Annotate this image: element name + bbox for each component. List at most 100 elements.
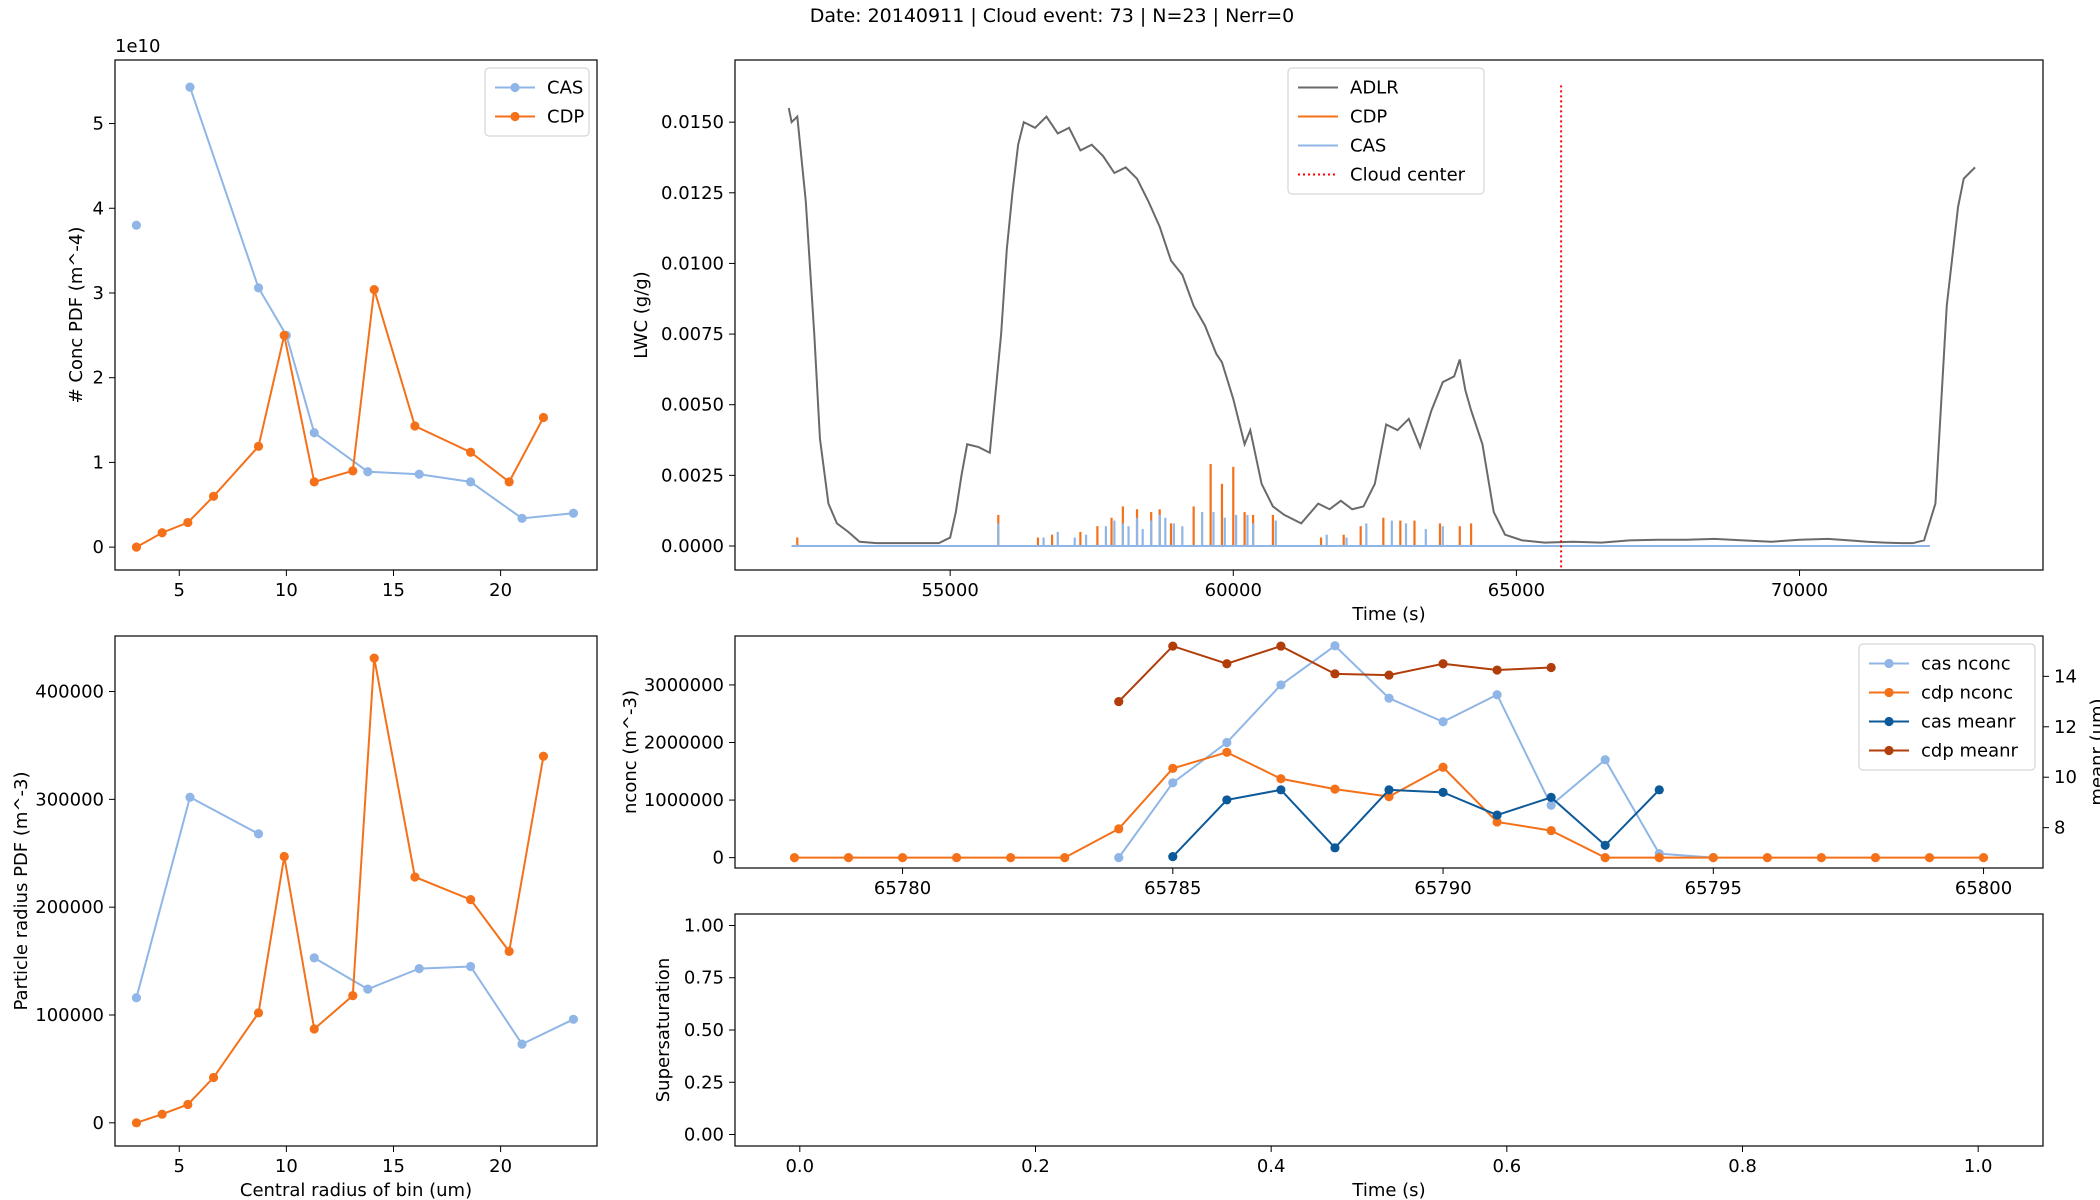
y-tick-label: 0.0075 — [661, 324, 724, 345]
x-tick-label: 0.2 — [1021, 1156, 1050, 1177]
y-tick-label: 0.75 — [684, 968, 724, 989]
legend-label: CDP — [1350, 107, 1387, 128]
y-offset-text: 1e10 — [115, 36, 160, 57]
data-point-cdp — [348, 466, 358, 476]
y-tick-label: 1.00 — [684, 915, 724, 936]
data-point-cdp-meanr — [1222, 659, 1232, 669]
y-tick-label: 0.0000 — [661, 536, 724, 557]
data-point-cas — [309, 428, 319, 438]
legend-label: CAS — [547, 78, 583, 99]
data-point-cas — [253, 283, 264, 293]
x-axis-label: Time (s) — [1351, 604, 1425, 625]
data-point-cas-meanr — [1222, 795, 1232, 805]
data-point-cas-meanr — [1546, 792, 1556, 802]
x-tick-label: 5 — [174, 580, 185, 601]
x-tick-label: 1.0 — [1964, 1156, 1993, 1177]
data-point-cdp — [410, 872, 420, 882]
y-tick-label: 300000 — [35, 789, 104, 810]
data-point-cdp-meanr — [1384, 670, 1394, 680]
data-point-cdp — [279, 330, 289, 340]
x-tick-label: 65790 — [1414, 878, 1471, 899]
legend-marker — [1884, 658, 1894, 669]
data-point-cdp-nconc — [1546, 825, 1556, 836]
y-tick-label: 0.00 — [684, 1125, 724, 1146]
conc_pdf-frame — [114, 59, 598, 571]
data-point-cdp — [208, 491, 219, 501]
data-point-cas-nconc — [1546, 800, 1556, 810]
data-point-cdp — [504, 946, 514, 956]
data-point-cas — [131, 993, 142, 1003]
data-point-cas-nconc — [1114, 853, 1124, 863]
series-line-cas-nconc — [1117, 644, 1714, 859]
data-point-cas — [517, 1039, 527, 1049]
legend: CAS CDP — [484, 67, 590, 137]
y-tick-label: 4 — [93, 198, 104, 219]
legend-label: ADLR — [1350, 78, 1399, 99]
series-line-cas — [313, 956, 574, 1046]
data-point-cdp — [466, 447, 476, 457]
data-point-cdp-meanr — [1168, 641, 1178, 651]
y-axis-label: # Conc PDF (m^-4) — [66, 227, 87, 404]
legend: ADLR CDP CAS Cloud center — [1287, 67, 1485, 195]
data-point-cdp — [131, 1118, 142, 1128]
x-tick-label: 0.4 — [1257, 1156, 1286, 1177]
legend-label: CDP — [547, 107, 584, 128]
legend-marker — [510, 82, 520, 93]
data-point-cdp-nconc — [1330, 784, 1340, 794]
x-tick-label: 15 — [382, 1156, 405, 1177]
x-tick-label: 5 — [174, 1156, 185, 1177]
series-line-adlr — [787, 107, 1976, 545]
x-tick-label: 65795 — [1685, 878, 1742, 899]
y2-tick-label: 10 — [2054, 767, 2077, 788]
x-tick-label: 20 — [489, 580, 512, 601]
y-tick-label: 1 — [93, 452, 104, 473]
data-point-cdp-meanr — [1276, 641, 1286, 651]
data-point-cas-nconc — [1222, 737, 1232, 748]
legend-marker — [510, 111, 520, 122]
data-point-cdp — [279, 851, 289, 862]
data-point-cas — [414, 469, 424, 479]
y-tick-label: 0.0025 — [661, 465, 724, 486]
y-tick-label: 100000 — [35, 1005, 104, 1026]
y-tick-label: 3 — [93, 283, 104, 304]
y2-tick-label: 8 — [2054, 818, 2065, 839]
data-point-cdp — [369, 653, 379, 663]
data-point-cas — [309, 953, 319, 963]
data-point-cdp — [157, 528, 167, 538]
x-tick-label: 15 — [382, 580, 405, 601]
x-tick-label: 60000 — [1205, 580, 1262, 601]
x-tick-label: 65800 — [1955, 878, 2012, 899]
data-point-cdp-nconc — [1870, 853, 1881, 863]
data-point-cas — [414, 964, 424, 974]
data-point-cdp-nconc — [1168, 763, 1178, 774]
conc_pdf-axes: 5 10 15 20 0 1 2 3 4 5 # Conc PDF (m^-4) 1e10 CAS CDP — [66, 36, 598, 601]
data-point-cdp — [157, 1109, 167, 1119]
data-point-cas-meanr — [1168, 852, 1178, 862]
y-tick-label: 0 — [713, 848, 724, 869]
radius_pdf-frame — [114, 635, 598, 1147]
data-point-cas — [185, 82, 195, 92]
legend-box — [1858, 643, 2036, 771]
y-axis-label: nconc (m^-3) — [620, 690, 641, 814]
x-tick-label: 10 — [275, 1156, 298, 1177]
data-point-cdp — [208, 1072, 219, 1083]
data-point-cdp-nconc — [1654, 853, 1664, 863]
y-tick-label: 1000000 — [644, 790, 724, 811]
data-point-cas-nconc — [1168, 778, 1178, 788]
data-point-cdp — [309, 477, 319, 487]
radius_pdf-axes: 5 10 15 20 0 100000 200000 300000 400000 Central … — [11, 635, 598, 1200]
data-point-cdp-meanr — [1546, 662, 1556, 673]
data-point-cdp-nconc — [1708, 853, 1718, 863]
data-point-cas — [185, 792, 195, 802]
data-point-cdp — [369, 284, 379, 295]
data-point-cdp — [131, 542, 142, 552]
legend-label: cas nconc — [1921, 654, 2011, 675]
lwc-plot-area — [787, 85, 1976, 569]
data-point-cdp-nconc — [843, 853, 854, 863]
data-point-cdp — [466, 895, 476, 905]
data-point-cdp-meanr — [1438, 659, 1448, 669]
data-point-cdp-nconc — [1924, 853, 1935, 863]
x-tick-label: 0.8 — [1728, 1156, 1757, 1177]
y-tick-label: 2000000 — [644, 733, 724, 754]
legend: cas nconc cdp nconc cas meanr cdp meanr — [1858, 643, 2036, 771]
